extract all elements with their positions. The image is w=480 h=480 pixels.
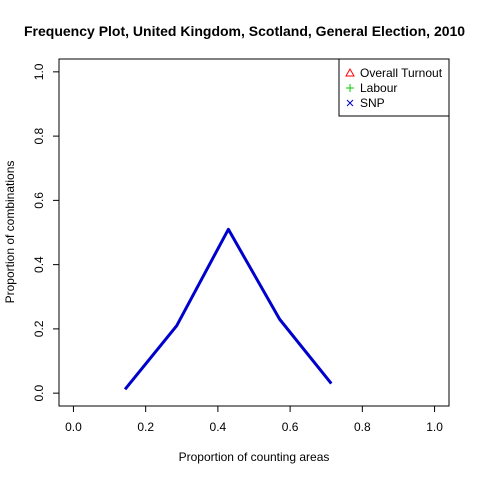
y-axis-label: Proportion of combinations (3, 161, 17, 304)
legend-box (338, 58, 450, 117)
y-tick-label: 0.2 (32, 320, 46, 337)
y-tick-label: 0.4 (32, 256, 46, 273)
legend-plus-icon (346, 84, 354, 92)
x-tick-label: 1.0 (426, 420, 443, 434)
legend-label: SNP (360, 96, 385, 110)
legend-triangle-icon (345, 67, 355, 77)
x-tick-label: 0.6 (282, 420, 299, 434)
series-line (123, 227, 333, 391)
legend-label: Overall Turnout (360, 66, 443, 80)
y-tick-label: 0.6 (32, 192, 46, 209)
y-axis: 0.0 0.2 0.4 0.6 0.8 1.0 (32, 63, 59, 401)
x-axis-label: Proportion of counting areas (179, 450, 330, 464)
x-tick-label: 0.4 (210, 420, 227, 434)
legend-cross-icon (346, 99, 354, 107)
x-axis: 0.0 0.2 0.4 0.6 0.8 1.0 (65, 406, 443, 434)
legend-label: Labour (360, 81, 397, 95)
y-tick-label: 0.0 (32, 384, 46, 401)
x-tick-label: 0.0 (65, 420, 82, 434)
chart-title: Frequency Plot, United Kingdom, Scotland… (24, 23, 465, 39)
x-tick-label: 0.2 (137, 420, 154, 434)
y-tick-label: 0.8 (32, 127, 46, 144)
y-tick-label: 1.0 (32, 63, 46, 80)
plot-frame (58, 58, 450, 407)
series-layer (123, 227, 333, 391)
x-tick-label: 0.8 (354, 420, 371, 434)
